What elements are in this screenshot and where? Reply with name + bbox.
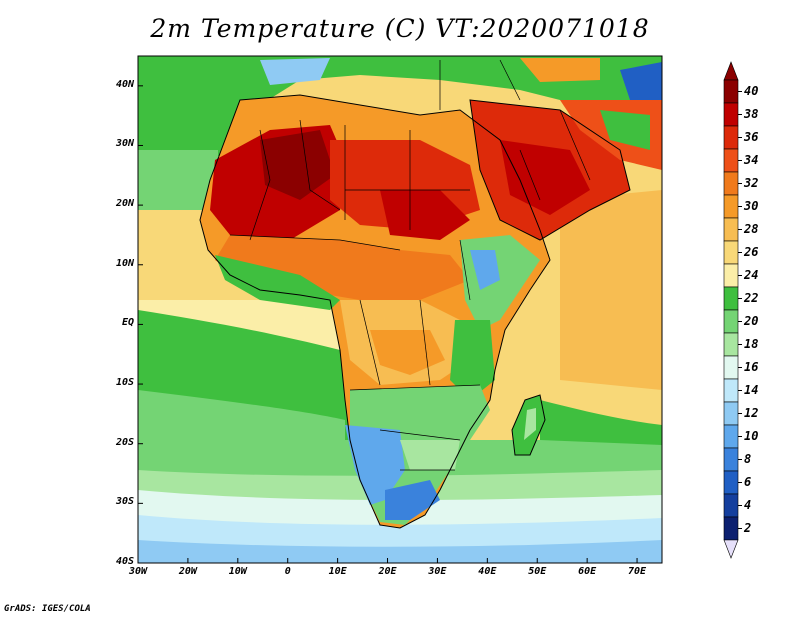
arabia-core [500, 140, 590, 215]
y-tick-label: 30N [115, 138, 134, 150]
madagascar-coastline [511, 394, 546, 456]
x-tick-label: 30W [128, 566, 148, 577]
map-field [138, 56, 662, 563]
anatolia-warm [520, 58, 600, 82]
y-tick-label: 40S [115, 556, 134, 567]
y-tick-label: EQ [121, 317, 134, 329]
colorbar-swatch [723, 378, 739, 403]
axis-ticks [137, 85, 638, 564]
caucasus-cold [620, 62, 662, 110]
colorbar-label: 30 [744, 198, 759, 213]
colorbar-swatch [723, 148, 739, 173]
colorbar-label: 4 [744, 497, 752, 512]
colorbar-label: 24 [744, 267, 759, 282]
colorbar-label: 12 [744, 405, 759, 420]
chart-title: 2m Temperature (C) VT:2020071018 [150, 14, 650, 43]
colorbar-swatch [723, 217, 739, 242]
colorbar-swatch [723, 263, 739, 288]
namibia-cold [345, 425, 405, 505]
x-tick-label: 20W [178, 566, 197, 577]
colorbar-swatch [723, 332, 739, 357]
colorbar-swatch [723, 516, 739, 541]
x-tick-label: 10W [228, 566, 247, 577]
ocean-southern-deep [138, 540, 662, 563]
colorbar-label: 6 [744, 474, 752, 489]
colorbar-swatch [723, 470, 739, 495]
colorbar-label: 2 [744, 520, 752, 535]
colorbar-swatch [723, 447, 739, 472]
colorbar-label: 36 [744, 129, 759, 144]
x-tick-label: 60E [578, 566, 597, 577]
colorbar [723, 61, 742, 559]
ocean-indian-green [540, 400, 662, 445]
plot-frame [137, 55, 663, 564]
colorbar-swatch [723, 171, 739, 196]
colorbar-label: 40 [744, 83, 759, 98]
zagros-green [600, 110, 650, 150]
madagascar-highlands [524, 408, 536, 440]
colorbar-label: 28 [744, 221, 759, 236]
congo-warm [370, 330, 445, 375]
colorbar-label: 38 [744, 106, 759, 121]
colorbar-swatch [723, 125, 739, 150]
colorbar-swatch [723, 240, 739, 265]
country-borders [229, 59, 591, 471]
x-tick-label: 40E [478, 566, 497, 577]
colorbar-swatch [723, 424, 739, 449]
y-tick-label: 20S [115, 436, 134, 448]
colorbar-top-arrow [723, 61, 739, 81]
colorbar-swatch [723, 309, 739, 334]
y-tick-label: 30S [115, 496, 134, 508]
x-tick-label: 70E [628, 566, 647, 577]
ethiopia-cold [470, 250, 500, 290]
colorbar-label: 26 [744, 244, 759, 259]
colorbar-swatch [723, 79, 739, 104]
sahara-core [260, 130, 335, 200]
arabia-coastline [469, 99, 631, 241]
x-tick-label: 50E [528, 566, 547, 577]
east-africa-lakes [450, 320, 495, 400]
colorbar-label: 8 [744, 451, 752, 466]
sudan-hot [380, 190, 470, 240]
ocean-arabian [560, 190, 662, 390]
colorbar-label: 10 [744, 428, 759, 443]
colorbar-swatch [723, 493, 739, 518]
south-africa-cold [385, 480, 440, 520]
colorbar-label: 14 [744, 382, 759, 397]
colorbar-label: 16 [744, 359, 759, 374]
x-tick-label: 30E [428, 566, 447, 577]
y-tick-label: 10S [115, 377, 134, 389]
botswana-pale [400, 440, 460, 470]
x-tick-label: 10E [328, 566, 347, 577]
colorbar-label: 18 [744, 336, 759, 351]
x-tick-label: 20E [378, 566, 397, 577]
credit-text: GrADS: IGES/COLA [4, 604, 91, 614]
colorbar-label: 20 [744, 313, 759, 328]
x-tick-label: 0 [284, 566, 291, 577]
colorbar-label: 34 [744, 152, 759, 167]
colorbar-label: 22 [744, 290, 759, 305]
colorbar-bottom-arrow [723, 539, 739, 559]
alps-cold [260, 58, 330, 85]
africa-coastline [199, 94, 551, 529]
y-tick-label: 40N [115, 78, 134, 90]
colorbar-swatch [723, 194, 739, 219]
y-tick-label: 20N [115, 198, 134, 210]
colorbar-label: 32 [744, 175, 759, 190]
colorbar-swatch [723, 401, 739, 426]
colorbar-swatch [723, 355, 739, 380]
colorbar-swatch [723, 286, 739, 311]
colorbar-swatch [723, 102, 739, 127]
y-tick-label: 10N [115, 257, 134, 269]
